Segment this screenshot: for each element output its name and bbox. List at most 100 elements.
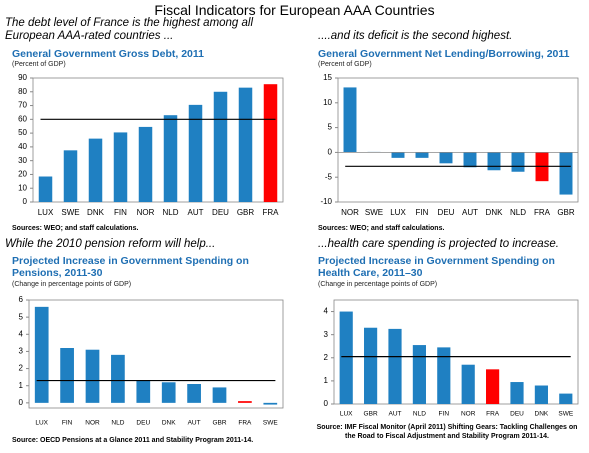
bar — [463, 152, 477, 168]
bar — [88, 138, 103, 202]
x-tick-label: NLD — [162, 208, 178, 217]
bar — [212, 387, 227, 403]
x-tick-label: DEU — [438, 208, 455, 217]
x-tick-label: NLD — [111, 420, 124, 427]
x-tick-label: NLD — [413, 411, 426, 418]
x-tick-label: GBR — [364, 411, 378, 418]
x-tick-label: DEU — [510, 411, 524, 418]
x-tick-label: NOR — [341, 208, 359, 217]
bar — [388, 328, 402, 404]
x-tick-label: LUX — [35, 420, 48, 427]
bar — [263, 402, 278, 405]
x-tick-label: DEU — [136, 420, 150, 427]
y-tick-label: 4 — [324, 307, 329, 316]
bar — [487, 152, 501, 171]
chart-subtitle: (Percent of GDP) — [12, 61, 66, 68]
y-tick-label: 2 — [324, 353, 329, 362]
y-tick-label: -5 — [325, 172, 333, 181]
bar — [364, 327, 378, 404]
y-tick-label: 3 — [19, 347, 24, 356]
y-tick-label: 4 — [19, 329, 24, 338]
bar — [213, 91, 228, 202]
bar — [188, 104, 203, 202]
plot-frame — [333, 299, 579, 405]
plot-frame — [32, 77, 284, 203]
chart-title: General Government Gross Debt, 2011 — [12, 48, 204, 60]
x-tick-label: LUX — [38, 208, 54, 217]
x-tick-label: DNK — [486, 208, 504, 217]
bar — [415, 152, 429, 158]
y-tick-label: 60 — [18, 114, 27, 123]
chart-subtitle: (Percent of GDP) — [318, 61, 372, 68]
bar — [136, 380, 151, 403]
bar — [391, 152, 405, 158]
x-tick-label: FRA — [263, 208, 280, 217]
caption: The debt level of France is the highest … — [5, 17, 254, 42]
bar — [510, 382, 524, 404]
y-tick-label: 0 — [19, 398, 24, 407]
bar — [60, 348, 74, 403]
bar — [111, 354, 125, 403]
bar — [238, 401, 252, 403]
x-tick-label: DNK — [87, 208, 105, 217]
bar — [412, 345, 426, 404]
x-tick-label: FIN — [416, 208, 429, 217]
x-tick-label: NOR — [461, 411, 476, 418]
y-tick-label: 1 — [19, 381, 24, 390]
caption: While the 2010 pension reform will help.… — [5, 238, 216, 250]
x-tick-label: NOR — [85, 420, 100, 427]
y-tick-label: 50 — [18, 128, 27, 137]
bar — [238, 87, 253, 202]
bar — [38, 176, 53, 202]
y-tick-label: -10 — [320, 197, 332, 206]
caption: ...health care spending is projected to … — [318, 238, 560, 250]
y-tick-label: 0 — [328, 148, 333, 157]
x-tick-label: SWE — [558, 411, 573, 418]
source: Source: IMF Fiscal Monitor (April 2011) … — [316, 424, 578, 440]
x-tick-label: SWE — [263, 420, 278, 427]
y-tick-label: 30 — [18, 156, 27, 165]
y-tick-label: 90 — [18, 73, 27, 82]
bar — [511, 152, 525, 172]
y-tick-label: 0 — [23, 197, 28, 206]
bar — [437, 347, 451, 404]
y-tick-label: 5 — [328, 123, 333, 132]
bar — [263, 84, 278, 202]
bar — [343, 87, 357, 153]
x-tick-label: GBR — [237, 208, 255, 217]
x-tick-label: NLD — [510, 208, 526, 217]
source: Source: OECD Pensions at a Glance 2011 a… — [12, 437, 254, 444]
y-tick-label: 70 — [18, 101, 27, 110]
y-tick-label: 15 — [323, 73, 332, 82]
chart: 0 1 2 3 4 5 6 LUX FIN NOR NLD DEU DNK AUT GBR FRA SWE — [19, 295, 284, 427]
x-tick-label: FRA — [238, 420, 252, 427]
chart: 0 1 2 3 4 LUX GBR AUT NLD FIN NOR FRA DEU DNK SWE — [324, 299, 579, 418]
y-tick-label: 10 — [18, 183, 27, 192]
chart-title: Projected Increase in Government Spendin… — [12, 255, 249, 279]
y-tick-label: 6 — [19, 295, 24, 304]
x-tick-label: LUX — [390, 208, 406, 217]
bar — [187, 384, 201, 403]
page-title: Fiscal Indicators for European AAA Count… — [154, 2, 435, 18]
y-tick-label: 80 — [18, 87, 27, 96]
bar — [161, 382, 176, 403]
bar — [559, 152, 573, 195]
x-tick-label: GBR — [557, 208, 575, 217]
y-tick-label: 3 — [324, 330, 329, 339]
x-tick-label: DNK — [162, 420, 176, 427]
y-tick-label: 5 — [19, 312, 24, 321]
bar — [534, 385, 548, 404]
source: Sources: WEO; and staff calculations. — [12, 225, 139, 232]
chart-title: Projected Increase in Government Spendin… — [318, 255, 555, 279]
chart: 0 10 20 30 40 50 60 70 80 90 LUX SWE DNK FIN NOR NLD AUT… — [18, 73, 284, 217]
x-tick-label: AUT — [188, 420, 201, 427]
bar — [163, 115, 178, 202]
caption: ....and its deficit is the second highes… — [318, 30, 513, 42]
x-tick-label: GBR — [212, 420, 226, 427]
y-tick-label: 40 — [18, 142, 27, 151]
plot-frame — [28, 299, 284, 409]
bar — [486, 369, 500, 404]
x-tick-label: SWE — [365, 208, 383, 217]
x-tick-label: FIN — [114, 208, 127, 217]
